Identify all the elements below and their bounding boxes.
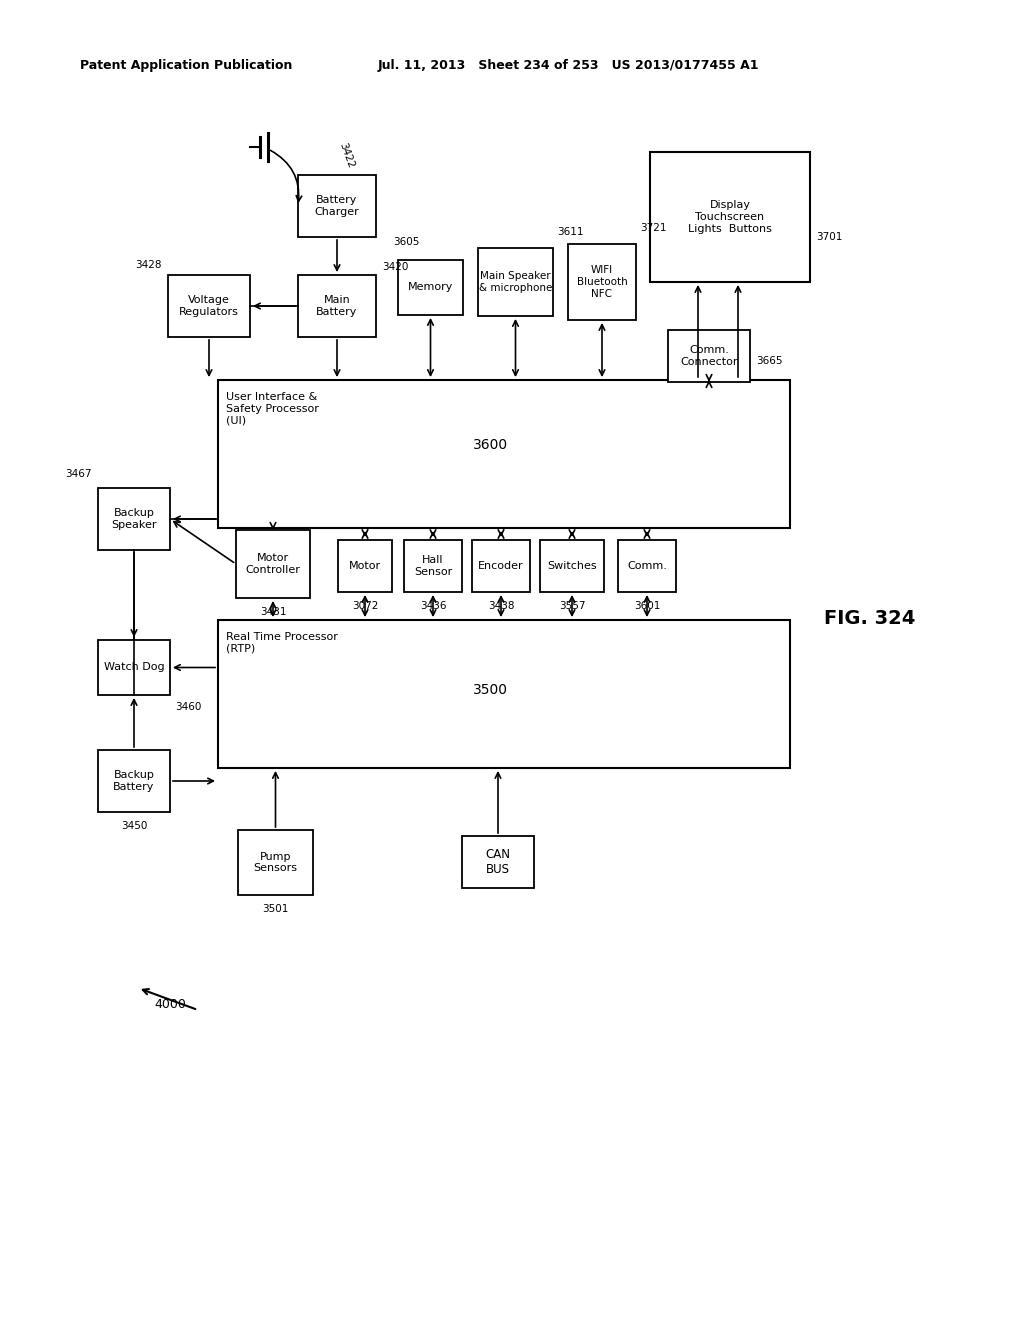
Text: CAN
BUS: CAN BUS (485, 847, 511, 876)
Text: Watch Dog: Watch Dog (103, 663, 164, 672)
Bar (668, 330, 750, 381)
Text: 3600: 3600 (472, 438, 508, 451)
Text: Motor
Controller: Motor Controller (246, 553, 300, 574)
Text: Jul. 11, 2013   Sheet 234 of 253   US 2013/0177455 A1: Jul. 11, 2013 Sheet 234 of 253 US 2013/0… (378, 59, 760, 73)
Text: Display
Touchscreen
Lights  Buttons: Display Touchscreen Lights Buttons (688, 201, 772, 234)
Bar (298, 275, 376, 337)
Text: Backup
Battery: Backup Battery (114, 770, 155, 792)
Bar (618, 540, 676, 591)
Text: 3721: 3721 (640, 223, 667, 234)
Text: 3428: 3428 (135, 260, 162, 271)
Text: 3431: 3431 (260, 607, 287, 616)
Text: 3500: 3500 (472, 682, 508, 697)
Bar (168, 275, 250, 337)
Text: Backup
Speaker: Backup Speaker (112, 508, 157, 529)
Text: 3467: 3467 (66, 469, 92, 479)
Text: Hall
Sensor: Hall Sensor (414, 556, 453, 577)
FancyArrowPatch shape (270, 150, 302, 202)
Bar (462, 836, 534, 888)
Text: 3701: 3701 (816, 231, 843, 242)
Text: 4000: 4000 (154, 998, 186, 1011)
Text: 3450: 3450 (121, 821, 147, 832)
Bar (218, 620, 790, 768)
Text: WIFI
Bluetooth
NFC: WIFI Bluetooth NFC (577, 265, 628, 298)
Text: 3501: 3501 (262, 904, 289, 913)
Text: Encoder: Encoder (478, 561, 524, 572)
Text: Memory: Memory (408, 282, 454, 293)
Bar (236, 531, 310, 598)
Text: Main Speaker
& microphone: Main Speaker & microphone (479, 271, 552, 293)
Bar (650, 152, 810, 282)
Text: 3460: 3460 (175, 702, 202, 711)
Text: 3611: 3611 (557, 227, 584, 238)
Text: 3557: 3557 (559, 601, 586, 611)
Text: User Interface &
Safety Processor
(UI): User Interface & Safety Processor (UI) (226, 392, 318, 425)
Text: 3420: 3420 (382, 261, 409, 272)
Text: 3072: 3072 (352, 601, 378, 611)
Text: Main
Battery: Main Battery (316, 296, 357, 317)
Text: 3436: 3436 (420, 601, 446, 611)
Bar (98, 750, 170, 812)
Text: 3601: 3601 (634, 601, 660, 611)
Text: 3438: 3438 (487, 601, 514, 611)
Text: Motor: Motor (349, 561, 381, 572)
Text: Switches: Switches (547, 561, 597, 572)
Bar (218, 380, 790, 528)
Bar (540, 540, 604, 591)
Text: FIG. 324: FIG. 324 (824, 609, 915, 627)
Text: Patent Application Publication: Patent Application Publication (80, 59, 293, 73)
Text: 3605: 3605 (393, 238, 420, 247)
Bar (298, 176, 376, 238)
Bar (338, 540, 392, 591)
Text: Pump
Sensors: Pump Sensors (254, 851, 298, 874)
Text: 3665: 3665 (756, 356, 782, 366)
Bar (472, 540, 530, 591)
Bar (98, 488, 170, 550)
Bar (238, 830, 313, 895)
Text: Comm.
Connector: Comm. Connector (680, 346, 737, 367)
Text: Voltage
Regulators: Voltage Regulators (179, 296, 239, 317)
Text: Real Time Processor
(RTP): Real Time Processor (RTP) (226, 632, 338, 653)
Bar (98, 640, 170, 696)
Text: Battery
Charger: Battery Charger (314, 195, 359, 216)
Bar (568, 244, 636, 319)
Text: 3422: 3422 (338, 141, 356, 169)
Bar (478, 248, 553, 315)
Bar (398, 260, 463, 315)
Bar (404, 540, 462, 591)
Text: Comm.: Comm. (627, 561, 667, 572)
